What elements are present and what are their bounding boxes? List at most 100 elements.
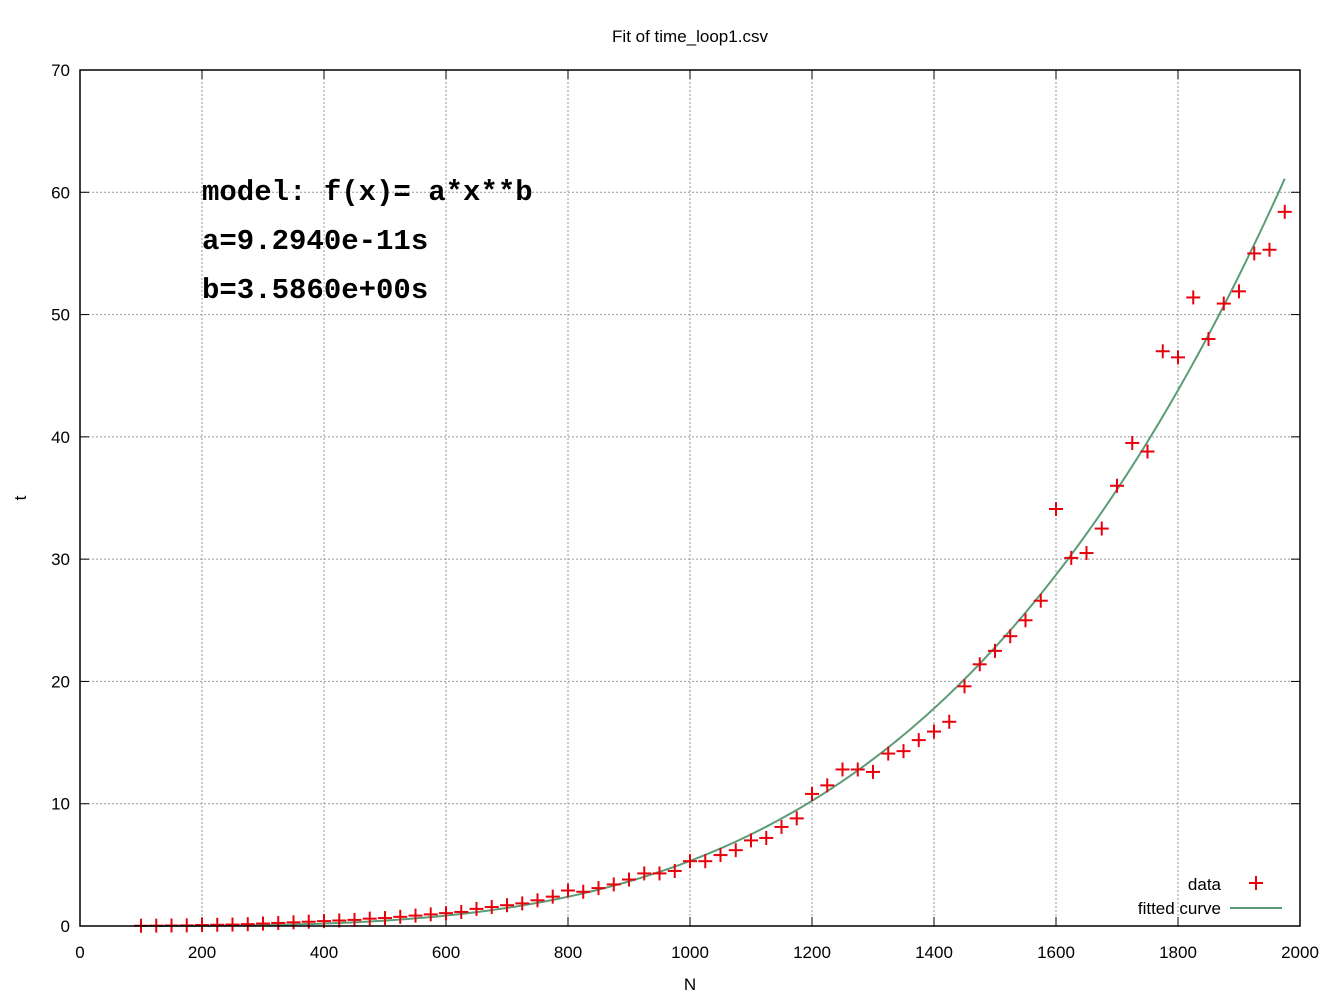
data-point: [683, 854, 697, 869]
data-point: [606, 877, 621, 892]
x-tick-label: 400: [310, 943, 338, 962]
data-point: [1125, 435, 1140, 450]
data-point: [1201, 332, 1216, 347]
x-tick-label: 600: [432, 943, 460, 962]
data-point: [225, 917, 240, 932]
y-tick-label: 30: [51, 550, 70, 569]
annotation-a: a=9.2940e-11s: [202, 225, 428, 258]
chart-title: Fit of time_loop1.csv: [612, 27, 768, 46]
data-point: [622, 872, 636, 887]
data-point: [1079, 546, 1094, 561]
data-point: [1033, 593, 1048, 608]
x-tick-label: 2000: [1281, 943, 1319, 962]
y-tick-label: 70: [51, 61, 70, 80]
y-tick-label: 10: [51, 795, 70, 814]
data-point: [1064, 550, 1079, 565]
grid: [80, 70, 1300, 926]
legend-label-data: data: [1188, 875, 1222, 894]
data-point: [240, 917, 255, 932]
data-point: [637, 866, 652, 881]
data-point: [1262, 242, 1277, 257]
data-point: [667, 863, 682, 878]
data-point: [1110, 478, 1124, 493]
data-point: [652, 866, 667, 881]
data-point: [835, 762, 850, 777]
data-point: [942, 714, 957, 729]
data-point: [972, 657, 987, 672]
data-point: [728, 843, 743, 858]
data-point: [866, 764, 880, 779]
y-tick-label: 40: [51, 428, 70, 447]
data-point: [256, 916, 270, 931]
data-point: [393, 909, 408, 924]
data-point: [820, 778, 835, 793]
data-point: [805, 786, 819, 801]
data-point: [1049, 502, 1063, 517]
plot-frame: [79, 69, 1301, 927]
data-point: [378, 911, 392, 926]
data-point: [957, 679, 972, 694]
data-point: [1140, 444, 1155, 459]
data-point: [286, 915, 301, 930]
data-point: [210, 917, 225, 932]
data-point: [530, 893, 545, 908]
data-point: [1094, 521, 1109, 536]
fitted-curve-layer: [141, 178, 1286, 927]
data-point: [271, 915, 286, 930]
data-point: [561, 883, 575, 898]
data-point: [576, 884, 591, 899]
data-point: [774, 819, 789, 834]
data-point: [408, 908, 423, 923]
data-point: [545, 889, 560, 904]
data-point: [362, 911, 377, 926]
data-point: [1171, 350, 1185, 365]
data-point: [469, 901, 484, 916]
data-point: [1216, 296, 1231, 311]
data-points-layer: [134, 204, 1292, 933]
y-tick-label: 20: [51, 672, 70, 691]
y-tick-label: 0: [61, 917, 70, 936]
y-axis-label: t: [11, 495, 30, 500]
data-point: [332, 913, 347, 928]
data-point: [1247, 246, 1262, 261]
axis-ticks: 0 200 400 600 800 1000 1200 1400 1600 1800 2000 0 10…: [51, 61, 1319, 962]
x-tick-label: 1800: [1159, 943, 1197, 962]
legend-marker-data: [1249, 876, 1263, 890]
x-tick-label: 0: [75, 943, 84, 962]
data-point: [896, 744, 911, 759]
x-tick-label: 1400: [915, 943, 953, 962]
data-point: [1155, 344, 1170, 359]
data-point: [1232, 284, 1246, 299]
data-point: [911, 733, 926, 748]
x-tick-label: 800: [554, 943, 582, 962]
data-point: [454, 904, 469, 919]
data-point: [759, 830, 774, 845]
fitted-curve-line: [141, 178, 1286, 927]
data-point: [789, 811, 804, 826]
data-point: [500, 898, 514, 913]
x-tick-label: 1200: [793, 943, 831, 962]
data-point: [347, 912, 362, 927]
y-tick-label: 60: [51, 183, 70, 202]
data-point: [1018, 613, 1033, 628]
model-annotation: model: f(x)= a*x**b a=9.2940e-11s b=3.58…: [202, 176, 533, 307]
annotation-model: model: f(x)= a*x**b: [202, 176, 533, 209]
data-point: [744, 833, 758, 848]
data-point: [195, 918, 209, 933]
data-point: [1277, 204, 1292, 219]
x-tick-label: 1000: [671, 943, 709, 962]
x-tick-label: 200: [188, 943, 216, 962]
data-point: [881, 746, 896, 761]
data-point: [713, 848, 728, 863]
data-point: [484, 900, 499, 915]
data-point: [423, 907, 438, 922]
y-tick-label: 50: [51, 306, 70, 325]
data-point: [591, 881, 606, 896]
data-point: [515, 896, 530, 911]
data-point: [439, 906, 453, 921]
data-point: [1186, 290, 1201, 305]
data-point: [1003, 629, 1018, 644]
